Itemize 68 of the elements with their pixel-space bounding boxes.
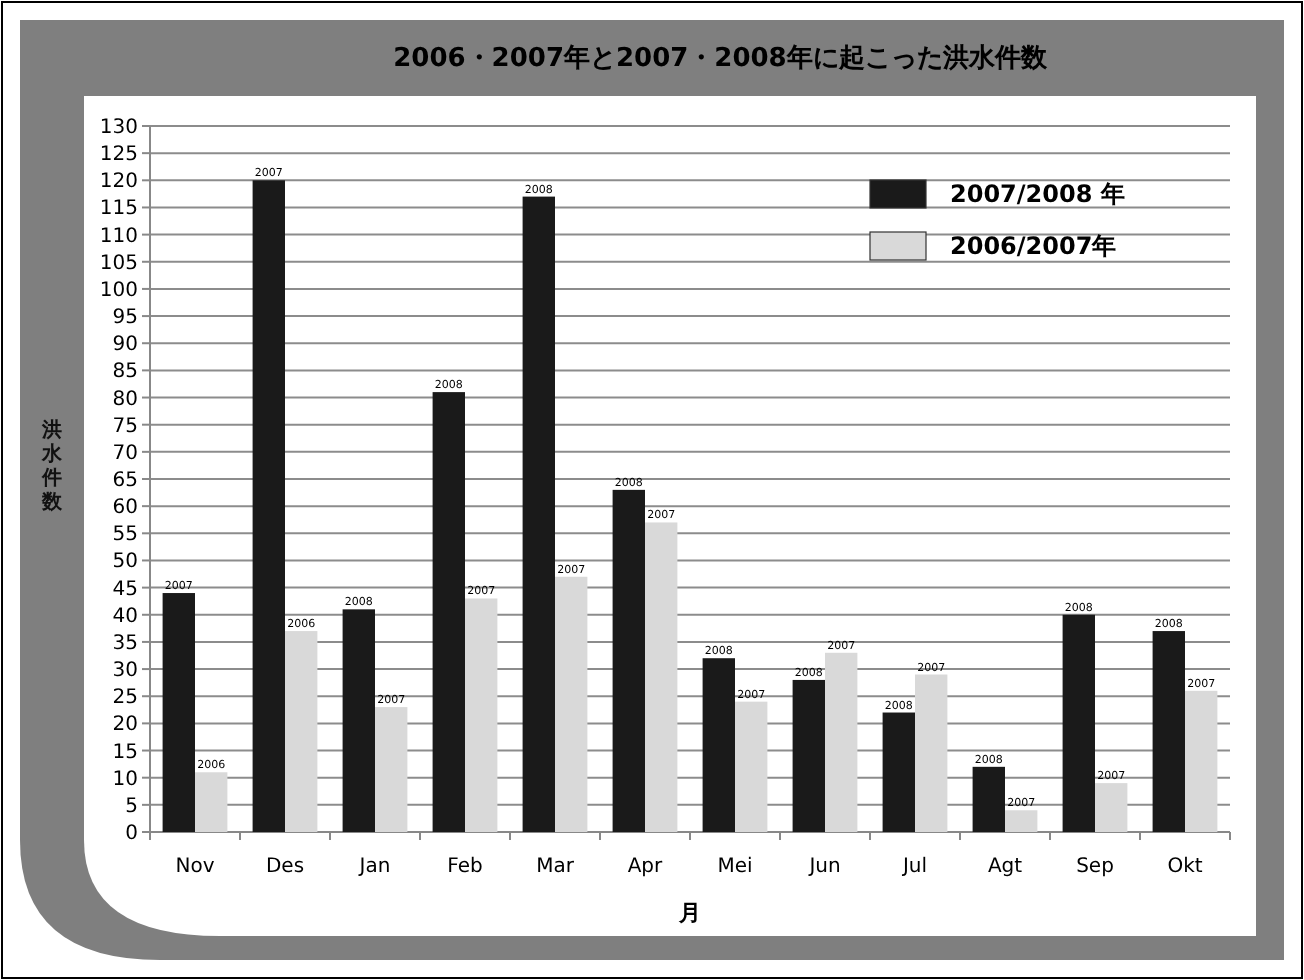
y-tick-label: 85 — [112, 361, 138, 384]
bar — [195, 772, 228, 832]
bar — [645, 522, 678, 832]
x-tick-label: Jun — [807, 856, 841, 878]
bar — [1185, 690, 1218, 832]
y-tick-label: 95 — [112, 307, 138, 330]
y-tick-label: 110 — [99, 225, 138, 248]
y-tick-label: 35 — [112, 632, 138, 655]
y-tick-label: 30 — [112, 660, 138, 683]
y-tick-label: 40 — [112, 605, 138, 628]
y-axis-title: 洪水件数 — [40, 418, 64, 514]
y-tick-label: 15 — [112, 741, 138, 764]
bar — [555, 576, 588, 832]
bar — [915, 674, 948, 832]
y-tick-label: 75 — [112, 415, 138, 438]
x-tick-label: Sep — [1076, 856, 1114, 878]
y-tick-label: 55 — [112, 524, 138, 547]
x-tick-label: Nov — [175, 856, 215, 878]
bar — [972, 766, 1005, 832]
y-tick-label: 115 — [99, 198, 138, 221]
bar — [522, 196, 555, 832]
bar — [432, 392, 465, 832]
legend-label: 2006/2007年 — [950, 232, 1117, 261]
x-tick-label: Feb — [447, 856, 483, 878]
chart-title: 2006・2007年と2007・2008年に起こった洪水件数 — [393, 44, 1049, 74]
bar — [1095, 783, 1128, 832]
bar — [612, 489, 645, 832]
bar — [465, 598, 498, 832]
x-tick-label: Okt — [1167, 856, 1203, 878]
y-tick-label: 120 — [99, 171, 138, 194]
y-tick-label: 70 — [112, 442, 138, 465]
y-tick-label: 125 — [99, 144, 138, 167]
bar — [162, 593, 195, 832]
bar — [375, 707, 408, 832]
y-tick-label: 10 — [112, 768, 138, 791]
y-tick-label: 80 — [112, 388, 138, 411]
y-tick-label: 65 — [112, 470, 138, 492]
bar — [285, 631, 318, 832]
x-tick-label: Jan — [357, 856, 391, 878]
legend-label: 2007/2008 年 — [950, 180, 1125, 209]
bar — [882, 712, 915, 832]
x-axis-title: 月 — [677, 900, 701, 926]
y-tick-label: 5 — [125, 795, 138, 818]
x-tick-label: Des — [265, 856, 305, 878]
bar — [252, 180, 285, 832]
x-tick-label: Agt — [987, 856, 1023, 878]
bar — [1152, 631, 1185, 832]
x-tick-label: Apr — [627, 856, 665, 878]
y-tick-label: 0 — [125, 823, 138, 845]
y-tick-label: 130 — [99, 117, 138, 139]
y-tick-label: 100 — [99, 279, 138, 302]
x-tick-label: Jul — [900, 856, 928, 878]
bar — [1062, 614, 1095, 832]
bar — [1005, 810, 1038, 832]
y-tick-label: 50 — [112, 551, 138, 574]
y-tick-label: 105 — [99, 252, 138, 275]
bar — [702, 658, 735, 832]
y-tick-label: 25 — [112, 687, 138, 710]
bar — [342, 609, 375, 832]
y-tick-label: 45 — [112, 578, 138, 601]
y-tick-label: 90 — [112, 334, 138, 357]
x-tick-label: Mei — [717, 856, 753, 878]
bar — [792, 679, 825, 832]
bar — [825, 652, 858, 832]
x-tick-label: Mar — [536, 856, 576, 878]
y-tick-label: 20 — [112, 714, 138, 737]
bar — [735, 701, 768, 832]
y-tick-label: 60 — [112, 497, 138, 520]
